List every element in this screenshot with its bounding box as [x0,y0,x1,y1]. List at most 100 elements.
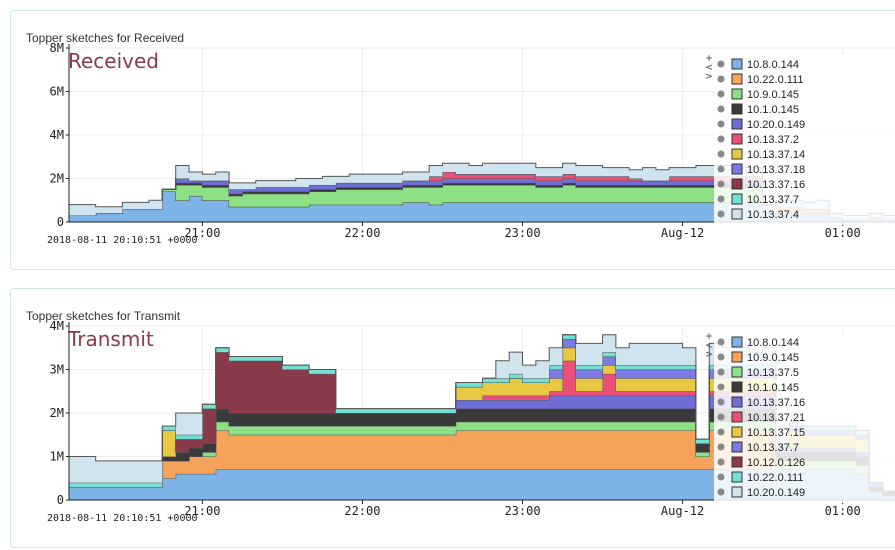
series-area-10-8-0-144 [69,469,895,500]
legend-toggle-dot[interactable] [717,120,725,128]
timestamp-label: 2018-08-11 20:10:51 +0000 [47,235,198,246]
legend-toggle-dot[interactable] [717,75,725,83]
legend-toggle-dot[interactable] [717,195,725,203]
legend-item[interactable]: 10.13.37.21 [717,411,806,424]
legend-item[interactable]: 10.22.0.111 [717,471,804,484]
legend-item[interactable]: 10.13.37.2 [717,133,800,146]
legend-item[interactable]: 10.13.37.7 [717,193,800,206]
x-tick-label: 23:00 [504,226,540,240]
legend-item[interactable]: 10.13.37.14 [717,148,806,161]
legend-swatch [731,148,743,160]
legend-toggle-dot[interactable] [717,473,725,481]
legend-item[interactable]: 10.13.37.16 [717,396,806,409]
legend-swatch [731,366,743,378]
legend-label: 10.13.37.5 [747,367,799,379]
legend-toggle-dot[interactable] [717,353,725,361]
panel-title: Topper sketches for Received [26,31,185,45]
legend-swatch [731,411,743,423]
legend-background [714,55,895,225]
legend-swatch [731,118,743,130]
legend-item[interactable]: 10.1.0.145 [717,103,800,116]
series-area-10-13-37-21 [69,360,895,492]
legend-toggle-dot[interactable] [717,428,725,436]
legend-toggle-dot[interactable] [717,398,725,406]
y-tick-label: 2M [50,172,64,186]
pan-left-icon[interactable]: < [705,63,713,73]
legend-toggle-dot[interactable] [717,60,725,68]
x-tick-label: Aug-12 [661,226,704,240]
y-tick-label: 3M [50,363,64,377]
x-tick-label: 01:00 [825,504,861,518]
legend-label: 10.8.0.144 [747,337,799,349]
legend-item[interactable]: 10.1.0.145 [717,381,800,394]
legend-item[interactable]: 10.8.0.144 [717,336,800,349]
legend-swatch [731,163,743,175]
legend-label: 10.1.0.145 [747,104,799,116]
legend-item[interactable]: 10.8.0.144 [717,58,800,71]
legend-toggle-dot[interactable] [717,180,725,188]
legend-item[interactable]: 10.13.37.18 [717,163,806,176]
y-tick-label: 6M [50,85,64,99]
legend-swatch [731,441,743,453]
chart-big-label: Received [68,49,159,73]
legend-item[interactable]: 10.12.0.126 [717,456,806,469]
legend-item[interactable]: 10.13.37.7 [717,441,800,454]
legend-item[interactable]: 10.9.0.145 [717,351,800,364]
legend-item[interactable]: 10.9.0.145 [717,88,800,101]
legend-item[interactable]: 10.13.37.15 [717,426,806,439]
series-area-10-8-0-144 [69,191,895,222]
legend-swatch [731,456,743,468]
legend-toggle-dot[interactable] [717,105,725,113]
legend-label: 10.13.37.2 [747,134,799,146]
legend-item[interactable]: 10.20.0.149 [717,486,806,499]
legend-label: 10.9.0.145 [747,352,799,364]
series-area-10-9-0-145 [69,430,895,496]
legend-swatch [731,486,743,498]
pan-left-icon[interactable]: < [705,341,713,351]
legend-swatch [731,73,743,85]
x-tick-label: 22:00 [344,504,380,518]
legend: 10.8.0.144 10.22.0.111 10.9.0.145 10.1.0.14… [714,55,895,225]
legend-toggle-dot[interactable] [717,338,725,346]
zoom-in-icon[interactable]: + [705,332,713,342]
panel-title: Topper sketches for Transmit [26,309,181,323]
series-area-10-13-37-15 [69,347,895,492]
legend-item[interactable]: 10.22.0.111 [717,73,804,86]
legend-label: 10.12.0.126 [747,457,805,469]
legend-toggle-dot[interactable] [717,413,725,421]
legend-toggle-dot[interactable] [717,368,725,376]
legend-item[interactable]: 10.13.37.16 [717,178,806,191]
pan-right-icon[interactable]: > [705,350,713,360]
legend-swatch [731,471,743,483]
legend-item[interactable]: 10.20.0.149 [717,118,806,131]
x-tick-label: 21:00 [184,226,220,240]
legend-swatch [731,381,743,393]
legend-label: 10.8.0.144 [747,59,799,71]
legend-toggle-dot[interactable] [717,150,725,158]
zoom-in-icon[interactable]: + [705,54,713,64]
legend-toggle-dot[interactable] [717,383,725,391]
legend-toggle-dot[interactable] [717,210,725,218]
legend-item[interactable]: 10.13.37.4 [717,208,800,221]
series-area-10-20-0-149 [69,178,895,220]
legend-item[interactable]: 10.13.37.5 [717,366,800,379]
x-tick-label: 21:00 [184,504,220,518]
legend-background [714,333,895,503]
x-tick-label: 01:00 [825,226,861,240]
legend-toggle-dot[interactable] [717,458,725,466]
x-tick-label: Aug-12 [661,504,704,518]
legend-swatch [731,103,743,115]
legend-swatch [731,208,743,220]
legend-toggle-dot[interactable] [717,165,725,173]
series-area-10-1-0-145 [69,182,895,220]
legend-toggle-dot[interactable] [717,90,725,98]
legend: 10.8.0.144 10.9.0.145 10.13.37.5 10.1.0.145… [714,333,895,503]
legend-label: 10.1.0.145 [747,382,799,394]
y-tick-label: 0 [57,493,64,507]
legend-toggle-dot[interactable] [717,135,725,143]
legend-toggle-dot[interactable] [717,488,725,496]
legend-toggle-dot[interactable] [717,443,725,451]
legend-label: 10.13.37.15 [747,427,805,439]
pan-right-icon[interactable]: > [705,72,713,82]
legend-swatch [731,58,743,70]
